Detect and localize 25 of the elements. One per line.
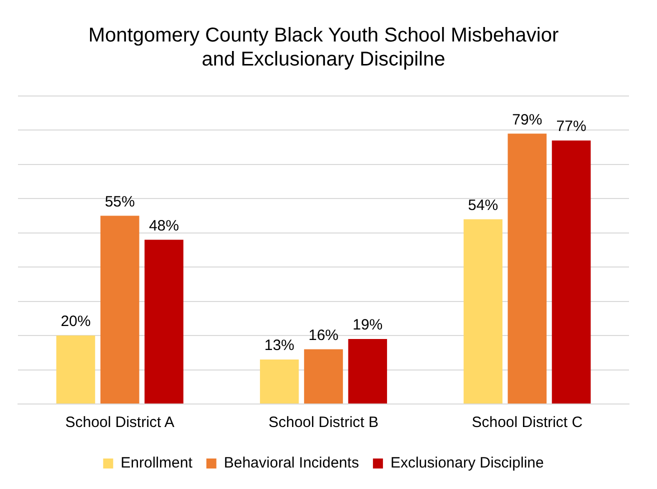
- x-tick-label: School District C: [472, 414, 583, 432]
- data-label: 79%: [512, 111, 542, 128]
- data-label: 77%: [556, 118, 586, 136]
- data-label: 13%: [264, 337, 294, 354]
- data-label: 54%: [468, 196, 498, 214]
- data-label: 19%: [352, 316, 383, 334]
- legend-label: Exclusionary Discipline: [390, 454, 544, 472]
- legend-label: Behavioral Incidents: [224, 454, 359, 472]
- data-label: 55%: [104, 193, 135, 210]
- bar: [100, 216, 140, 404]
- bar: [464, 219, 502, 404]
- data-label: 48%: [148, 217, 179, 234]
- x-tick-label: School District B: [268, 414, 379, 432]
- bar: [260, 360, 299, 404]
- bar: [56, 336, 96, 404]
- chart-title: Montgomery County Black Youth School Misbehavior and Exclusionary Discipilne: [88, 24, 559, 71]
- bar: [304, 349, 343, 404]
- bar: [552, 140, 591, 404]
- bar: [508, 134, 547, 404]
- data-label: 20%: [60, 313, 91, 330]
- bar: [348, 338, 388, 404]
- data-label: 16%: [308, 326, 339, 344]
- x-tick-label: School District A: [65, 414, 174, 432]
- bar: [144, 240, 184, 404]
- legend-label: Enrollment: [120, 454, 194, 472]
